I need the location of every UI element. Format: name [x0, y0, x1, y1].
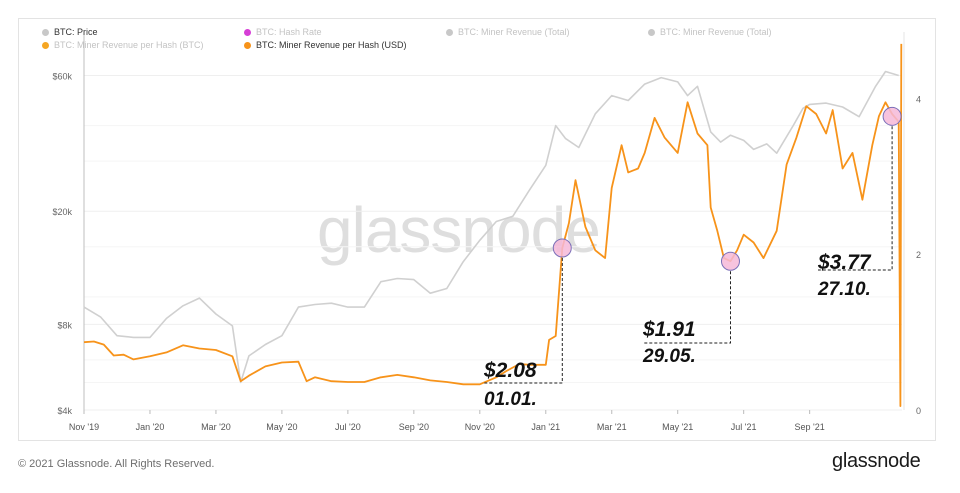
marker-leader-line-1 — [484, 258, 563, 384]
x-tick-label: Jul '21 — [731, 422, 757, 432]
legend-label: BTC: Price — [54, 27, 98, 37]
x-tick-label: Nov '19 — [69, 422, 99, 432]
legend-item-4[interactable]: BTC: Miner Revenue (Total) — [648, 27, 772, 37]
x-tick-label: Sep '20 — [399, 422, 429, 432]
legend-dot-icon — [244, 41, 251, 49]
legend-item-5[interactable]: BTC: Miner Revenue per Hash (BTC) — [42, 40, 204, 50]
legend-item-6[interactable]: BTC: Miner Revenue per Hash (USD) — [244, 40, 407, 50]
legend-label: BTC: Miner Revenue per Hash (USD) — [256, 40, 407, 50]
y-left-tick-label: $60k — [52, 72, 72, 82]
y-left-tick-label: $20k — [52, 207, 72, 217]
y-left-tick-label: $8k — [57, 320, 72, 330]
x-tick-label: Jul '20 — [335, 422, 361, 432]
series-line-revenue-per-hash-usd — [83, 43, 903, 407]
legend-dot-icon — [446, 28, 453, 36]
watermark: glassnode — [317, 194, 601, 266]
annotation-date-2: 29.05. — [643, 346, 696, 367]
legend-item-1[interactable]: BTC: Price — [42, 27, 98, 37]
x-tick-label: Jan '21 — [531, 422, 560, 432]
y-right-tick-label: 2 — [916, 250, 921, 260]
y-right-tick-label: 4 — [916, 94, 921, 104]
legend-item-3[interactable]: BTC: Miner Revenue (Total) — [446, 27, 570, 37]
annotation-value-1: $2.08 — [484, 359, 537, 382]
x-tick-label: Sep '21 — [795, 422, 825, 432]
x-tick-label: May '21 — [662, 422, 693, 432]
x-tick-label: Jan '20 — [136, 422, 165, 432]
annotation-value-3: $3.77 — [818, 251, 871, 274]
legend-label: BTC: Miner Revenue (Total) — [660, 27, 772, 37]
x-tick-label: Mar '21 — [597, 422, 627, 432]
x-tick-label: May '20 — [266, 422, 297, 432]
footer-copyright: © 2021 Glassnode. All Rights Reserved. — [18, 458, 215, 470]
legend-label: BTC: Miner Revenue per Hash (BTC) — [54, 40, 204, 50]
data-point-marker-1 — [552, 238, 572, 258]
x-tick-label: Nov '20 — [465, 422, 495, 432]
x-tick-label: Mar '20 — [201, 422, 231, 432]
legend-item-2[interactable]: BTC: Hash Rate — [244, 27, 322, 37]
footer-logo[interactable]: glassnode — [832, 450, 921, 472]
y-right-tick-label: 0 — [916, 406, 921, 416]
marker-leader-line-3 — [818, 126, 893, 271]
series-line-btc-price — [83, 70, 899, 384]
data-point-marker-2 — [720, 251, 740, 271]
legend-dot-icon — [244, 28, 251, 36]
legend-dot-icon — [648, 28, 655, 36]
legend-label: BTC: Miner Revenue (Total) — [458, 27, 570, 37]
annotation-date-1: 01.01. — [484, 389, 537, 410]
legend-label: BTC: Hash Rate — [256, 27, 322, 37]
annotation-value-2: $1.91 — [643, 318, 696, 341]
y-left-tick-label: $4k — [57, 406, 72, 416]
data-point-marker-3 — [882, 106, 902, 126]
marker-leader-line-2 — [644, 271, 731, 344]
legend-dot-icon — [42, 28, 49, 36]
annotation-date-3: 27.10. — [818, 279, 871, 300]
legend-dot-icon — [42, 41, 49, 49]
chart-frame — [18, 18, 936, 441]
